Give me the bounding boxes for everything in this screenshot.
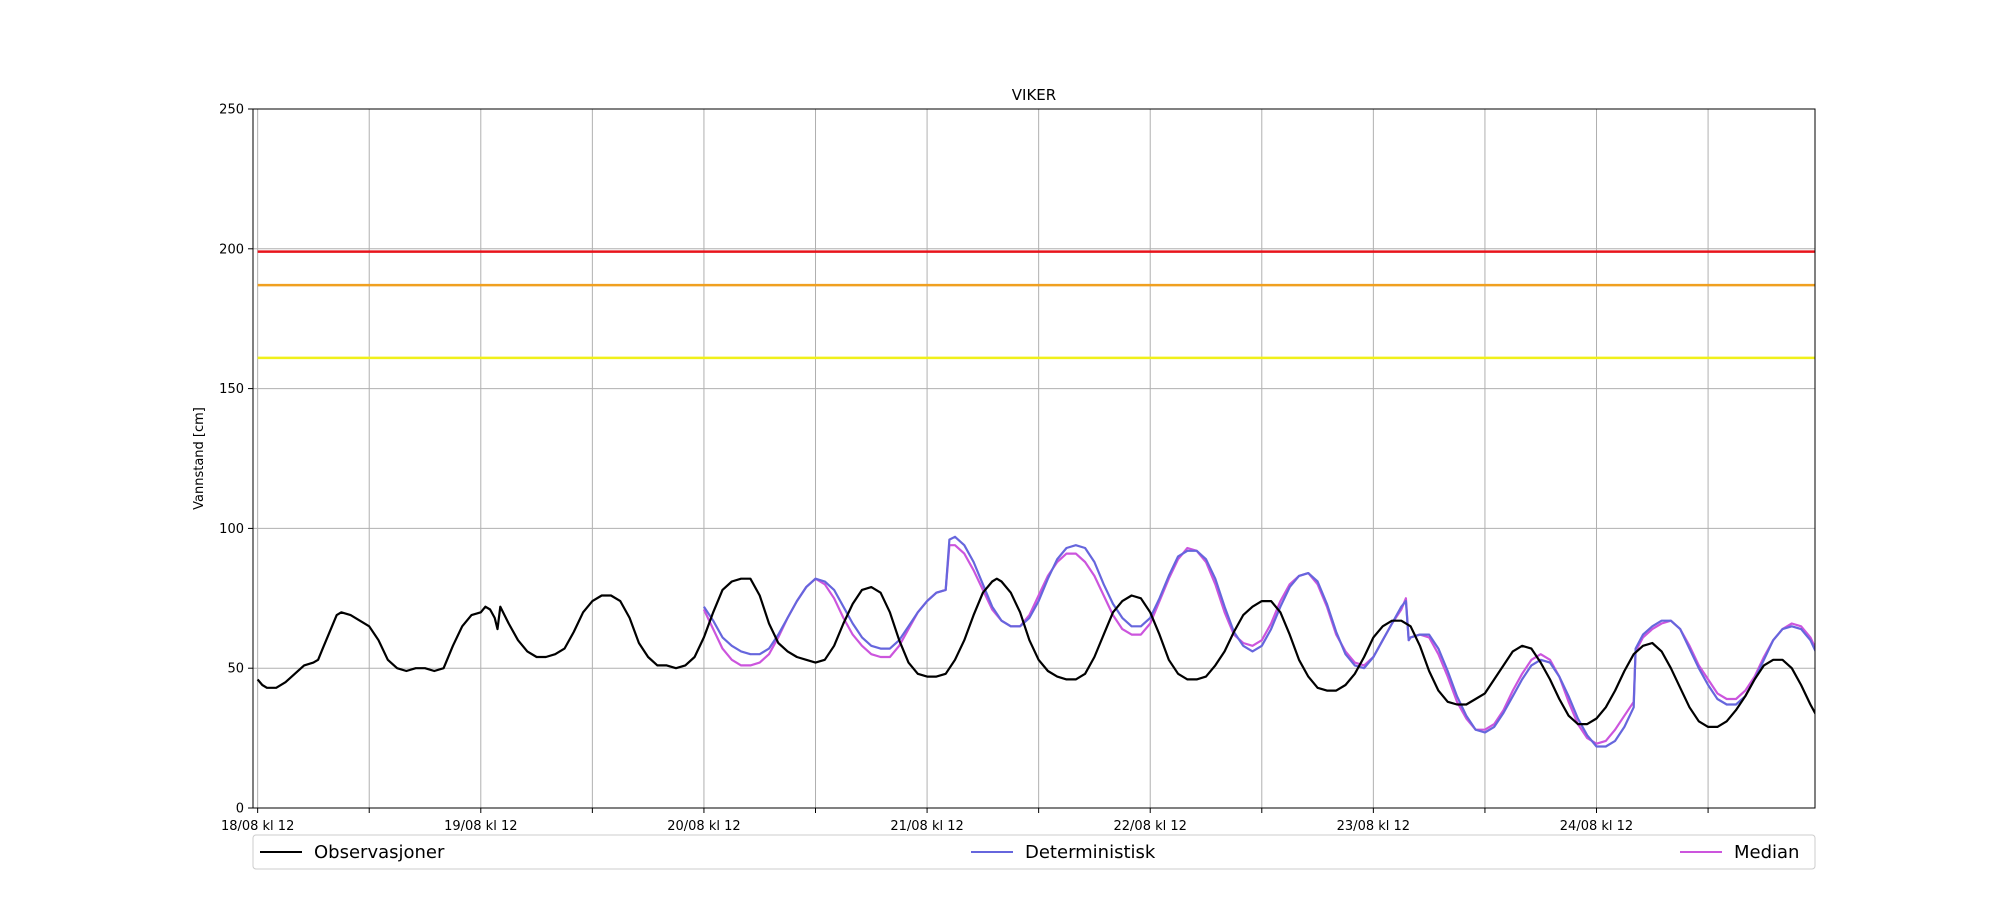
x-tick-label: 21/08 kl 12	[890, 819, 963, 834]
legend-label-deterministisk: Deterministisk	[1025, 842, 1156, 863]
x-tick-label: 23/08 kl 12	[1337, 819, 1410, 834]
tick-layer: 0 50 100 150 200 250 18/08 kl 12 19/08 kl 12 20/…	[219, 103, 1709, 834]
series-layer	[256, 535, 1815, 748]
legend-label-median: Median	[1734, 842, 1799, 863]
series-line-observasjoner	[256, 577, 1815, 728]
series-line-deterministisk	[702, 535, 1815, 748]
legend-box	[252, 834, 1816, 870]
threshold-layer	[257, 250, 1815, 360]
y-tick-label: 100	[219, 522, 244, 537]
y-tick-label: 200	[219, 242, 244, 257]
y-axis-label: Vannstand [cm]	[192, 407, 207, 510]
x-tick-label: 22/08 kl 12	[1114, 819, 1187, 834]
y-tick-label: 0	[236, 802, 244, 817]
chart-title: VIKER	[1012, 86, 1056, 104]
x-tick-label: 18/08 kl 12	[221, 819, 294, 834]
plot-frame	[252, 108, 1816, 809]
legend-label-observasjoner: Observasjoner	[314, 842, 445, 863]
x-tick-label: 24/08 kl 12	[1560, 819, 1633, 834]
x-tick-label: 20/08 kl 12	[667, 819, 740, 834]
grid-layer	[253, 108, 1815, 809]
y-tick-label: 50	[227, 662, 244, 677]
legend: Observasjoner Deterministisk Median	[252, 834, 1816, 870]
y-tick-label: 250	[219, 103, 244, 118]
y-tick-label: 150	[219, 382, 244, 397]
x-tick-label: 19/08 kl 12	[444, 819, 517, 834]
